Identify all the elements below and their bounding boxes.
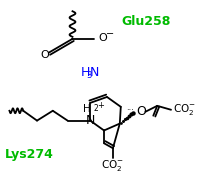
Text: +: + xyxy=(97,101,104,110)
Text: 3: 3 xyxy=(86,71,92,80)
Text: Lys274: Lys274 xyxy=(4,148,53,161)
Text: O: O xyxy=(40,50,49,60)
Text: ...: ... xyxy=(126,103,134,112)
Text: N: N xyxy=(90,66,100,79)
Text: O: O xyxy=(137,105,146,118)
Text: Glu258: Glu258 xyxy=(122,15,171,28)
Text: N: N xyxy=(86,114,95,127)
Text: $\mathregular{CO_2^{-}}$: $\mathregular{CO_2^{-}}$ xyxy=(102,158,124,174)
Text: $\mathregular{CO_2^{-}}$: $\mathregular{CO_2^{-}}$ xyxy=(173,102,196,117)
Text: H: H xyxy=(83,104,91,114)
Text: 2: 2 xyxy=(93,104,98,113)
Text: H: H xyxy=(80,66,90,79)
Text: −: − xyxy=(106,29,114,39)
Text: O: O xyxy=(98,33,107,43)
